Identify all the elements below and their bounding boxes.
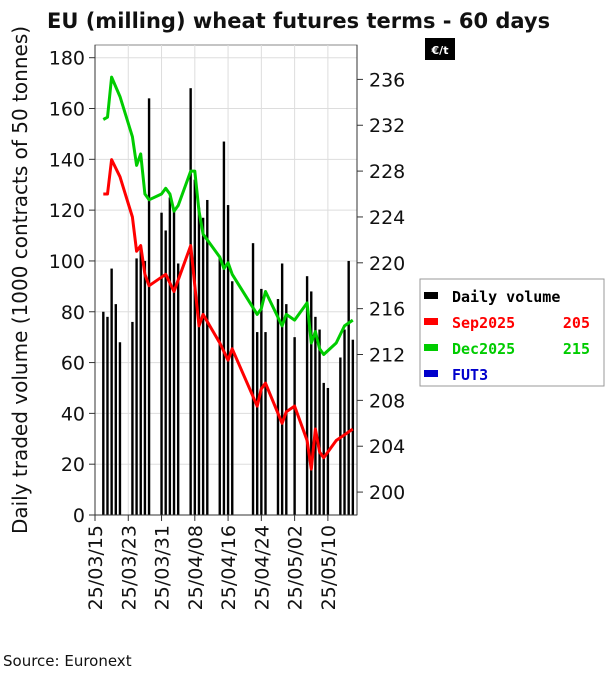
- volume-bar: [310, 291, 313, 515]
- x-tick-label: 25/05/02: [285, 525, 307, 610]
- volume-bar: [118, 342, 122, 515]
- x-axis-ticks: 25/03/15 25/03/23 25/03/31 25/04/08 25/04/16…: [85, 515, 340, 610]
- legend-value: 205: [563, 314, 590, 332]
- volume-bar: [206, 199, 209, 516]
- right-tick-label: 200: [369, 482, 405, 504]
- right-tick-label: 224: [369, 207, 405, 229]
- x-tick-label: 25/04/24: [251, 525, 273, 610]
- volume-bar: [318, 329, 321, 515]
- volume-bar: [143, 260, 147, 515]
- right-tick-label: 216: [369, 299, 405, 321]
- x-tick-label: 25/03/31: [152, 525, 174, 610]
- chart-title: EU (milling) wheat futures terms - 60 da…: [47, 9, 550, 33]
- volume-bar: [135, 258, 138, 515]
- volume-bar: [231, 281, 234, 515]
- volume-bar: [218, 255, 221, 515]
- unit-badge-background: [425, 38, 455, 60]
- price-line-dec2025: [102, 75, 354, 356]
- volume-bar: [189, 88, 192, 516]
- left-tick-label: 60: [61, 353, 85, 375]
- legend-box: [419, 278, 605, 387]
- volume-bar: [293, 337, 296, 515]
- volume-bar: [106, 316, 109, 515]
- legend-label: Daily volume: [452, 288, 560, 306]
- legend: Daily volume Sep2025 205 Dec2025 215 FUT3: [419, 278, 605, 387]
- volume-bar: [322, 382, 325, 515]
- volume-bars: [102, 88, 355, 516]
- left-tick-label: 160: [49, 99, 85, 121]
- legend-swatch: [424, 292, 438, 299]
- unit-label: €/t: [431, 44, 449, 57]
- volume-bar: [110, 268, 113, 515]
- right-tick-label: 232: [369, 115, 405, 137]
- legend-label: FUT3: [452, 366, 488, 384]
- right-tick-label: 228: [369, 161, 405, 183]
- left-tick-label: 100: [49, 251, 85, 273]
- x-tick-label: 25/03/15: [85, 525, 107, 610]
- volume-bar: [305, 276, 309, 515]
- volume-bar: [102, 311, 105, 515]
- volume-bar: [147, 98, 151, 515]
- volume-bar: [251, 243, 255, 515]
- volume-bar: [131, 321, 134, 515]
- y-axis-label: Daily traded volume (1000 contracts of 5…: [8, 26, 32, 534]
- x-tick-label: 25/05/10: [318, 525, 340, 610]
- legend-value: 215: [563, 340, 590, 358]
- legend-entries: Daily volume Sep2025 205 Dec2025 215 FUT3: [424, 288, 590, 384]
- left-tick-label: 140: [49, 149, 85, 171]
- volume-bar: [276, 299, 280, 515]
- volume-bar: [176, 263, 180, 515]
- right-tick-label: 212: [369, 345, 405, 367]
- legend-label: Sep2025: [452, 314, 515, 332]
- volume-bar: [164, 230, 167, 515]
- left-tick-label: 40: [61, 403, 85, 425]
- volume-bar: [172, 210, 176, 515]
- volume-bar: [222, 141, 226, 516]
- volume-bar: [193, 179, 197, 515]
- legend-swatch: [424, 318, 438, 325]
- right-tick-label: 236: [369, 69, 405, 91]
- left-tick-label: 0: [73, 505, 85, 527]
- legend-swatch: [424, 370, 438, 377]
- volume-bar: [314, 316, 317, 515]
- left-tick-label: 20: [61, 454, 85, 476]
- volume-bar: [264, 332, 267, 515]
- right-tick-label: 208: [369, 390, 405, 412]
- volume-bar: [285, 304, 288, 515]
- price-line-sep2025: [103, 158, 354, 471]
- volume-bar: [343, 329, 346, 515]
- volume-bar: [201, 217, 205, 515]
- x-tick-label: 25/04/08: [185, 525, 207, 610]
- volume-bar: [347, 260, 350, 515]
- volume-bar: [351, 339, 355, 515]
- left-tick-label: 120: [49, 200, 85, 222]
- volume-bar: [168, 197, 172, 515]
- x-tick-label: 25/03/23: [118, 525, 140, 610]
- volume-bar: [280, 263, 284, 515]
- legend-swatch: [424, 344, 438, 351]
- x-tick-label: 25/04/16: [218, 525, 240, 610]
- volume-bar: [160, 212, 163, 516]
- right-axis-ticks: 200 204 208 212 216 220 224 228 232 236: [357, 69, 405, 504]
- left-axis-ticks: 0 20 40 60 80 100 120 140 160 180: [49, 48, 95, 527]
- source-note: Source: Euronext: [3, 652, 132, 670]
- volume-bar: [139, 245, 142, 515]
- right-tick-label: 204: [369, 436, 405, 458]
- volume-bar: [255, 332, 259, 515]
- left-tick-label: 80: [61, 302, 85, 324]
- price-lines: [102, 75, 354, 471]
- volume-bar: [197, 207, 201, 515]
- left-tick-label: 180: [49, 48, 85, 70]
- unit-badge: €/t: [425, 38, 455, 60]
- volume-bar: [114, 304, 117, 515]
- right-tick-label: 220: [369, 253, 405, 275]
- legend-label: Dec2025: [452, 340, 515, 358]
- volume-bar: [260, 288, 263, 515]
